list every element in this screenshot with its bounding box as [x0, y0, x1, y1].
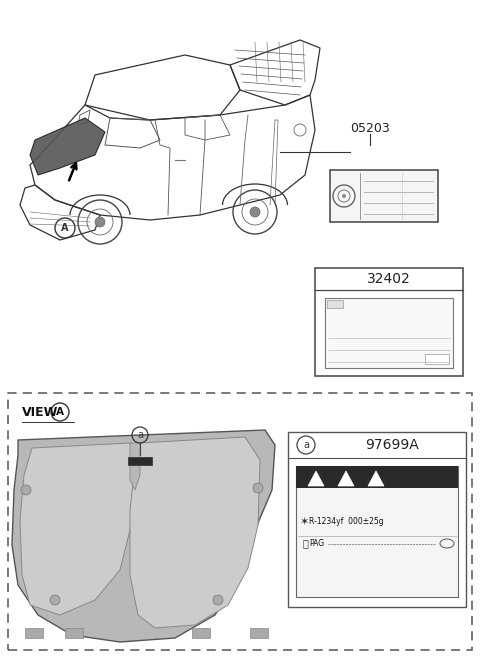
Circle shape — [213, 595, 223, 605]
FancyBboxPatch shape — [288, 432, 466, 607]
FancyBboxPatch shape — [315, 268, 463, 376]
FancyBboxPatch shape — [8, 393, 472, 650]
Polygon shape — [130, 437, 260, 628]
FancyBboxPatch shape — [128, 457, 152, 465]
Polygon shape — [12, 430, 275, 642]
Text: a: a — [303, 440, 309, 450]
Polygon shape — [338, 471, 354, 486]
FancyBboxPatch shape — [296, 466, 458, 597]
Circle shape — [342, 194, 346, 198]
Text: VIEW: VIEW — [22, 405, 59, 419]
FancyBboxPatch shape — [330, 170, 438, 222]
Text: A: A — [61, 223, 69, 233]
FancyBboxPatch shape — [327, 300, 343, 308]
FancyBboxPatch shape — [425, 354, 449, 364]
FancyBboxPatch shape — [250, 628, 268, 638]
Text: A: A — [56, 407, 64, 417]
Circle shape — [50, 595, 60, 605]
Polygon shape — [368, 471, 384, 486]
Polygon shape — [30, 118, 105, 175]
Circle shape — [95, 217, 105, 227]
Circle shape — [253, 483, 263, 493]
Text: 97699A: 97699A — [365, 438, 419, 452]
Polygon shape — [130, 443, 140, 490]
Text: ✶: ✶ — [300, 516, 310, 526]
Polygon shape — [308, 471, 324, 486]
FancyBboxPatch shape — [65, 628, 83, 638]
Text: PAG: PAG — [309, 539, 324, 548]
Text: 05203: 05203 — [350, 122, 390, 135]
Text: ⛽: ⛽ — [302, 539, 308, 549]
FancyBboxPatch shape — [192, 628, 210, 638]
Polygon shape — [20, 443, 135, 615]
FancyBboxPatch shape — [296, 466, 458, 488]
FancyBboxPatch shape — [25, 628, 43, 638]
Circle shape — [250, 207, 260, 217]
Text: R-1234yf  000±25g: R-1234yf 000±25g — [309, 517, 384, 526]
Text: a: a — [137, 430, 143, 440]
Text: 32402: 32402 — [367, 272, 411, 286]
Circle shape — [21, 485, 31, 495]
FancyBboxPatch shape — [325, 298, 453, 368]
